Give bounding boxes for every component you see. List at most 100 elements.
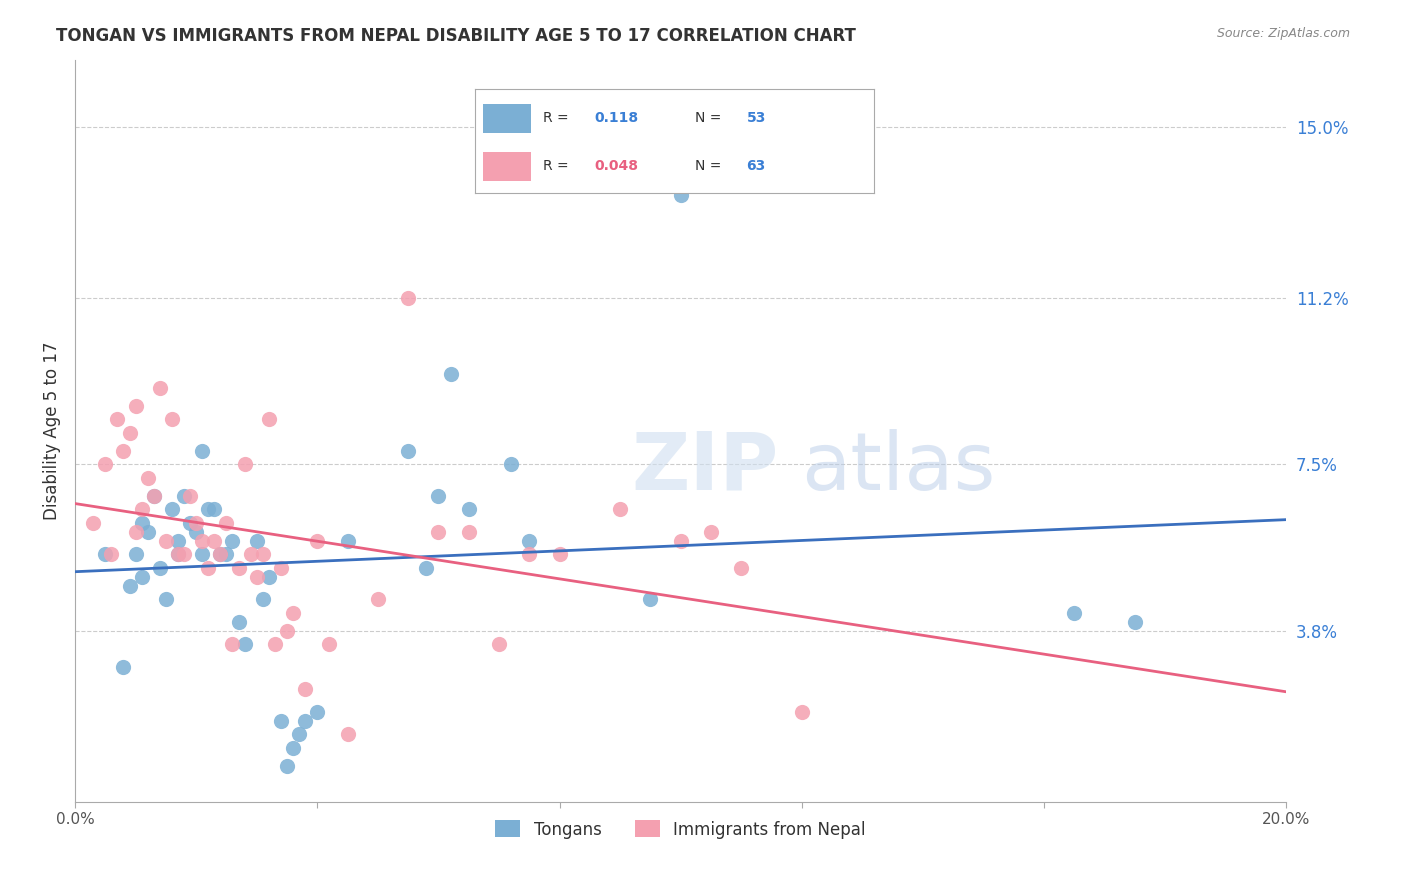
Point <box>149 381 172 395</box>
Point <box>167 547 190 561</box>
Point <box>517 533 540 548</box>
Point <box>276 758 298 772</box>
Point <box>640 592 662 607</box>
Text: ZIP: ZIP <box>631 429 779 507</box>
Point <box>294 714 316 728</box>
Point <box>221 533 243 548</box>
Point <box>100 547 122 561</box>
Point <box>307 533 329 548</box>
Point <box>233 458 256 472</box>
Point <box>548 547 571 561</box>
Legend: Tongans, Immigrants from Nepal: Tongans, Immigrants from Nepal <box>489 814 873 846</box>
Point <box>209 547 232 561</box>
Point <box>609 502 631 516</box>
Point <box>294 682 316 697</box>
Point <box>264 637 287 651</box>
Point <box>318 637 340 651</box>
Point <box>396 443 419 458</box>
Point <box>191 443 214 458</box>
Point <box>142 489 165 503</box>
Point <box>191 547 214 561</box>
Point <box>246 570 269 584</box>
Point <box>700 524 723 539</box>
Point <box>94 547 117 561</box>
Point <box>252 547 274 561</box>
Point <box>228 615 250 629</box>
Point <box>124 547 146 561</box>
Point <box>131 570 153 584</box>
Point <box>517 547 540 561</box>
Point <box>1063 606 1085 620</box>
Point <box>415 560 437 574</box>
Point <box>131 502 153 516</box>
Point <box>669 533 692 548</box>
Point <box>118 579 141 593</box>
Point <box>167 533 190 548</box>
Point <box>239 547 262 561</box>
Point <box>790 705 813 719</box>
Text: TONGAN VS IMMIGRANTS FROM NEPAL DISABILITY AGE 5 TO 17 CORRELATION CHART: TONGAN VS IMMIGRANTS FROM NEPAL DISABILI… <box>56 27 856 45</box>
Point <box>173 547 195 561</box>
Point <box>197 560 219 574</box>
Point <box>336 533 359 548</box>
Point <box>82 516 104 530</box>
Point <box>215 516 238 530</box>
Point <box>233 637 256 651</box>
Point <box>281 606 304 620</box>
Point <box>173 489 195 503</box>
Point <box>191 533 214 548</box>
Point <box>197 502 219 516</box>
Point <box>179 516 201 530</box>
Point <box>155 592 177 607</box>
Point <box>228 560 250 574</box>
Point <box>427 524 450 539</box>
Point <box>336 727 359 741</box>
Point <box>112 443 135 458</box>
Point <box>107 412 129 426</box>
Point <box>179 489 201 503</box>
Point <box>221 637 243 651</box>
Point <box>1123 615 1146 629</box>
Point <box>215 547 238 561</box>
Point <box>155 533 177 548</box>
Point <box>427 489 450 503</box>
Point <box>149 560 172 574</box>
Point <box>142 489 165 503</box>
Point <box>160 502 183 516</box>
Point <box>457 502 479 516</box>
Point <box>186 524 208 539</box>
Text: Source: ZipAtlas.com: Source: ZipAtlas.com <box>1216 27 1350 40</box>
Point <box>257 412 280 426</box>
Text: atlas: atlas <box>801 429 995 507</box>
Point <box>257 570 280 584</box>
Point <box>270 560 292 574</box>
Point <box>730 560 752 574</box>
Y-axis label: Disability Age 5 to 17: Disability Age 5 to 17 <box>44 342 60 520</box>
Point <box>288 727 311 741</box>
Point <box>118 425 141 440</box>
Point <box>124 399 146 413</box>
Point <box>186 516 208 530</box>
Point <box>112 659 135 673</box>
Point <box>131 516 153 530</box>
Point <box>202 533 225 548</box>
Point <box>136 471 159 485</box>
Point <box>124 524 146 539</box>
Point <box>136 524 159 539</box>
Point <box>270 714 292 728</box>
Point <box>439 368 461 382</box>
Point <box>246 533 269 548</box>
Point <box>202 502 225 516</box>
Point <box>94 458 117 472</box>
Point <box>396 291 419 305</box>
Point <box>281 740 304 755</box>
Point <box>669 187 692 202</box>
Point <box>457 524 479 539</box>
Point <box>209 547 232 561</box>
Point <box>167 547 190 561</box>
Point <box>367 592 389 607</box>
Point <box>501 458 523 472</box>
Point <box>252 592 274 607</box>
Point <box>160 412 183 426</box>
Point <box>488 637 510 651</box>
